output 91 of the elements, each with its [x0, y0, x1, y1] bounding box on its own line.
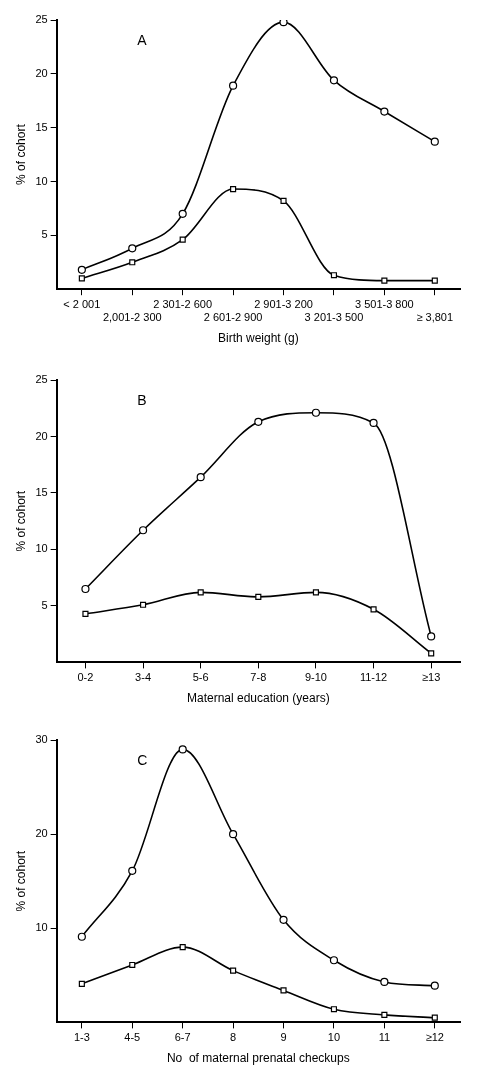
x-tick-label: 7-8	[250, 671, 267, 684]
x-tick-label: 11	[378, 1031, 391, 1044]
y-tick-label: 20	[35, 66, 48, 79]
point	[329, 76, 339, 85]
x-tick-label: 5-6	[192, 671, 209, 684]
y-tick-label: 25	[35, 373, 48, 386]
x-tick-label: 8	[230, 1031, 237, 1044]
point	[82, 610, 89, 617]
x-tick-label: 9-10	[304, 671, 327, 684]
x-tick-label: ≥ 3,801	[416, 311, 454, 324]
point	[427, 632, 436, 641]
x-axis-title: No of maternal prenatal checkups	[166, 1051, 350, 1066]
x-tick-label: 2 901-3 200	[254, 297, 313, 310]
y-tick-label: 30	[35, 733, 48, 746]
point	[138, 526, 148, 535]
point	[381, 1011, 388, 1018]
point	[255, 593, 262, 600]
point	[330, 272, 338, 279]
x-tick-label: 3 201-3 500	[304, 311, 364, 324]
point	[78, 275, 85, 282]
y-tick-label: 25	[35, 13, 48, 26]
x-tick-label: 9	[280, 1031, 287, 1044]
point	[78, 980, 85, 987]
point	[230, 967, 237, 974]
y-tick-label: 20	[35, 827, 48, 840]
x-tick-label: 3 501-3 800	[355, 297, 414, 310]
y-tick-label: 10	[35, 542, 48, 555]
x-tick-label: 2,001-2 300	[102, 311, 162, 324]
point	[280, 197, 287, 204]
x-tick-label: 2 601-2 900	[203, 311, 263, 324]
point	[81, 584, 90, 594]
point	[77, 265, 86, 274]
point	[430, 981, 439, 990]
x-tick-label: 1-3	[73, 1031, 90, 1044]
x-axis-title: Birth weight (g)	[217, 331, 299, 346]
x-tick-label: ≥12	[425, 1031, 444, 1044]
annotation: A	[137, 31, 148, 48]
y-tick-label: 20	[35, 429, 48, 442]
point	[179, 236, 186, 243]
point	[279, 915, 288, 924]
point	[140, 601, 147, 608]
point	[178, 745, 187, 754]
y-axis-title: % of cohort	[13, 490, 28, 552]
point	[430, 137, 439, 146]
x-tick-label: 4-5	[124, 1031, 141, 1044]
point	[178, 209, 187, 218]
point	[330, 1006, 338, 1013]
y-tick-label: 10	[35, 921, 48, 934]
x-axis-title: Maternal education (years)	[186, 691, 330, 706]
point	[128, 866, 137, 875]
x-tick-label: 6-7	[174, 1031, 191, 1044]
annotation: B	[137, 391, 147, 408]
point	[129, 259, 136, 266]
y-axis-title: % of cohort	[13, 123, 28, 185]
point	[381, 277, 388, 284]
y-tick-label: 15	[35, 485, 48, 498]
point	[128, 244, 137, 253]
y-tick-label: 5	[41, 228, 48, 241]
point	[431, 1014, 438, 1021]
point	[428, 650, 435, 657]
point	[77, 932, 86, 941]
y-axis-title: % of cohort	[13, 850, 28, 912]
point	[230, 185, 237, 193]
x-tick-label: ≥13	[422, 671, 441, 684]
point	[179, 944, 186, 951]
annotation: C	[137, 751, 148, 768]
point	[279, 20, 288, 27]
point	[129, 961, 136, 969]
point	[380, 107, 389, 116]
x-tick-label: < 2 001	[63, 297, 101, 310]
x-tick-label: 10	[327, 1031, 341, 1044]
y-tick-label: 10	[35, 174, 48, 187]
x-tick-label: 3-4	[135, 671, 152, 684]
x-tick-label: 11-12	[359, 671, 388, 684]
point	[229, 830, 238, 839]
x-tick-label: 2 301-2 600	[153, 297, 213, 310]
y-tick-label: 15	[35, 120, 48, 133]
point	[229, 81, 238, 90]
point	[197, 589, 204, 596]
point	[312, 589, 320, 596]
point	[370, 606, 377, 613]
point	[369, 418, 378, 428]
y-tick-label: 5	[41, 598, 48, 611]
point	[280, 987, 287, 994]
x-tick-label: 0-2	[77, 671, 94, 684]
point	[329, 956, 339, 965]
point	[380, 977, 389, 987]
point	[254, 417, 263, 426]
point	[311, 408, 321, 417]
point	[196, 473, 205, 482]
point	[431, 277, 438, 284]
